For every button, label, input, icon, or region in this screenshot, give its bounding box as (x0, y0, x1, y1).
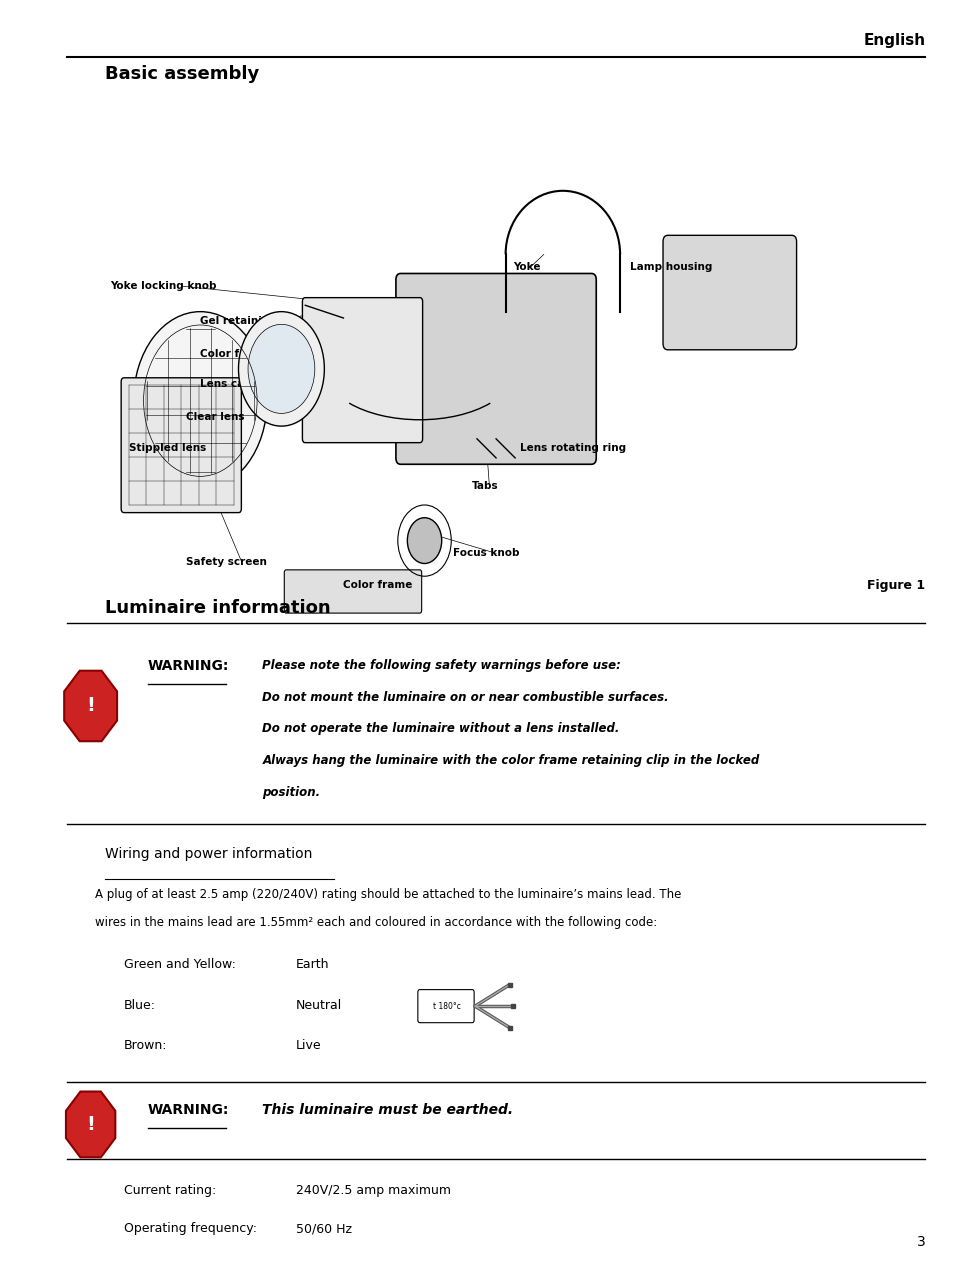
Text: Lens catcher: Lens catcher (200, 379, 275, 389)
FancyBboxPatch shape (121, 378, 241, 513)
Text: Wiring and power information: Wiring and power information (105, 847, 312, 861)
Text: Luminaire information: Luminaire information (105, 599, 331, 617)
Text: Green and Yellow:: Green and Yellow: (124, 958, 235, 971)
Text: 3: 3 (916, 1235, 924, 1249)
Text: This luminaire must be earthed.: This luminaire must be earthed. (262, 1103, 513, 1117)
Text: English: English (862, 33, 924, 48)
Text: position.: position. (262, 786, 320, 799)
Text: Color frame holder: Color frame holder (200, 349, 311, 359)
Text: Gel retaining clip: Gel retaining clip (200, 315, 301, 326)
FancyBboxPatch shape (395, 273, 596, 464)
Circle shape (248, 324, 314, 413)
FancyBboxPatch shape (417, 990, 474, 1023)
Text: Current rating:: Current rating: (124, 1184, 216, 1197)
Circle shape (407, 518, 441, 563)
Text: Clear lens: Clear lens (186, 412, 244, 422)
Text: Do not mount the luminaire on or near combustible surfaces.: Do not mount the luminaire on or near co… (262, 691, 668, 703)
Text: Stippled lens: Stippled lens (129, 443, 206, 453)
Text: Tabs: Tabs (472, 481, 498, 491)
Text: Safety screen: Safety screen (186, 557, 267, 567)
FancyBboxPatch shape (662, 235, 796, 350)
Text: Please note the following safety warnings before use:: Please note the following safety warning… (262, 659, 620, 672)
Text: Always hang the luminaire with the color frame retaining clip in the locked: Always hang the luminaire with the color… (262, 754, 759, 767)
Text: Basic assembly: Basic assembly (105, 65, 259, 83)
Text: Do not operate the luminaire without a lens installed.: Do not operate the luminaire without a l… (262, 722, 619, 735)
Text: WARNING:: WARNING: (148, 659, 229, 673)
Text: Neutral: Neutral (295, 999, 341, 1011)
Text: Operating frequency:: Operating frequency: (124, 1222, 256, 1235)
Text: 50/60 Hz: 50/60 Hz (295, 1222, 352, 1235)
Text: Yoke locking knob: Yoke locking knob (110, 281, 216, 291)
Text: !: ! (86, 1116, 95, 1133)
Text: Focus knob: Focus knob (453, 548, 519, 558)
Circle shape (133, 312, 267, 490)
Text: Live: Live (295, 1039, 321, 1052)
Text: A plug of at least 2.5 amp (220/240V) rating should be attached to the luminaire: A plug of at least 2.5 amp (220/240V) ra… (95, 888, 681, 901)
Text: Lens rotating ring: Lens rotating ring (519, 443, 625, 453)
Text: !: ! (86, 697, 95, 715)
Text: 240V/2.5 amp maximum: 240V/2.5 amp maximum (295, 1184, 450, 1197)
Text: Brown:: Brown: (124, 1039, 168, 1052)
FancyBboxPatch shape (302, 298, 422, 443)
Text: Figure 1: Figure 1 (866, 579, 924, 591)
Text: Blue:: Blue: (124, 999, 156, 1011)
Text: Lamp housing: Lamp housing (629, 262, 711, 272)
Text: WARNING:: WARNING: (148, 1103, 229, 1117)
Text: Color frame: Color frame (343, 580, 413, 590)
FancyBboxPatch shape (284, 570, 421, 613)
Polygon shape (64, 670, 117, 742)
Circle shape (238, 312, 324, 426)
Text: Yoke: Yoke (513, 262, 540, 272)
Text: Earth: Earth (295, 958, 329, 971)
Polygon shape (66, 1091, 115, 1158)
Text: t 180°c: t 180°c (432, 1001, 460, 1011)
Text: wires in the mains lead are 1.55mm² each and coloured in accordance with the fol: wires in the mains lead are 1.55mm² each… (95, 916, 657, 929)
